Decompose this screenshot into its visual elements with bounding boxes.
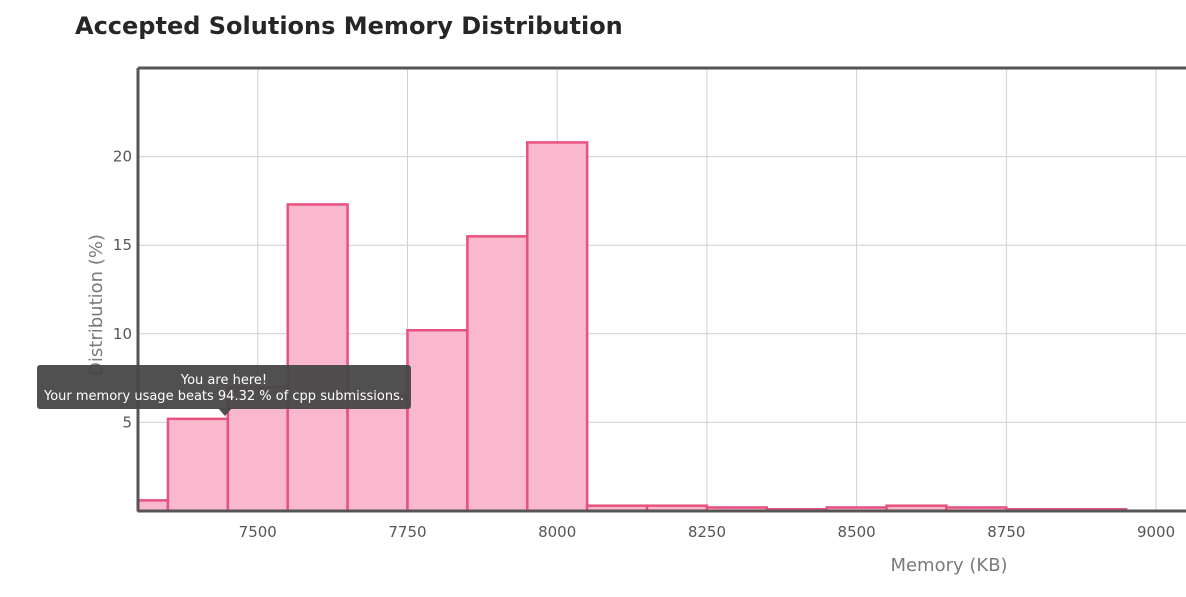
tooltip-arrow bbox=[218, 408, 232, 416]
tick-labels: 7500 7750 8000 8250 8500 8750 9000 5 10 15 20 bbox=[113, 148, 1175, 541]
histogram-bar-3 bbox=[286, 203, 349, 513]
chart-title: Accepted Solutions Memory Distribution bbox=[75, 12, 623, 40]
x-tick-label-8750: 8750 bbox=[987, 523, 1025, 541]
tooltip-text: Your memory usage beats 94.32 % of cpp s… bbox=[43, 389, 404, 404]
x-tick-label-8250: 8250 bbox=[688, 523, 726, 541]
x-tick-label-7750: 7750 bbox=[388, 523, 426, 541]
histogram-bar-5 bbox=[406, 329, 469, 513]
y-tick-label-5: 5 bbox=[122, 413, 132, 431]
x-axis-title: Memory (KB) bbox=[890, 555, 1007, 576]
x-tick-label-7500: 7500 bbox=[239, 523, 277, 541]
x-tick-label-8000: 8000 bbox=[538, 523, 576, 541]
axes bbox=[136, 66, 1186, 513]
y-axis-title: Distribution (%) bbox=[86, 234, 107, 376]
histogram-bar-0 bbox=[136, 499, 170, 513]
histogram-bars bbox=[136, 141, 1128, 513]
y-tick-label-20: 20 bbox=[113, 148, 132, 166]
x-tick-label-8500: 8500 bbox=[838, 523, 876, 541]
histogram-bar-1 bbox=[166, 417, 230, 513]
y-tick-label-10: 10 bbox=[113, 325, 132, 343]
tooltip-title: You are here! bbox=[180, 373, 267, 388]
histogram-bar-6 bbox=[466, 235, 529, 513]
you-are-here-tooltip: You are here! Your memory usage beats 94… bbox=[37, 365, 411, 416]
x-tick-label-9000: 9000 bbox=[1137, 523, 1175, 541]
tooltip-box bbox=[37, 365, 411, 409]
y-tick-label-15: 15 bbox=[113, 236, 132, 254]
histogram-bar-7 bbox=[526, 141, 589, 513]
histogram-bar-4 bbox=[346, 394, 409, 513]
